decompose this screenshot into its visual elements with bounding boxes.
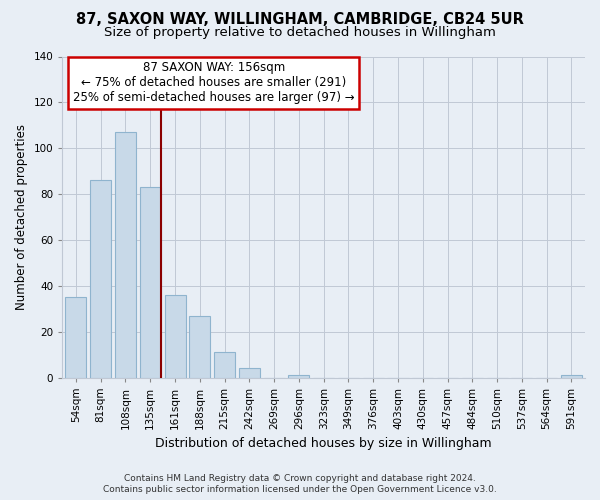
- Bar: [90, 180, 111, 378]
- Bar: [115, 132, 136, 378]
- Text: 87 SAXON WAY: 156sqm
← 75% of detached houses are smaller (291)
25% of semi-deta: 87 SAXON WAY: 156sqm ← 75% of detached h…: [73, 62, 355, 104]
- X-axis label: Distribution of detached houses by size in Willingham: Distribution of detached houses by size …: [155, 437, 492, 450]
- Bar: [214, 352, 235, 378]
- Text: Size of property relative to detached houses in Willingham: Size of property relative to detached ho…: [104, 26, 496, 39]
- Bar: [189, 316, 211, 378]
- Bar: [140, 187, 161, 378]
- Bar: [65, 298, 86, 378]
- Bar: [164, 295, 185, 378]
- Bar: [561, 375, 582, 378]
- Bar: [289, 375, 310, 378]
- Text: Contains HM Land Registry data © Crown copyright and database right 2024.
Contai: Contains HM Land Registry data © Crown c…: [103, 474, 497, 494]
- Text: 87, SAXON WAY, WILLINGHAM, CAMBRIDGE, CB24 5UR: 87, SAXON WAY, WILLINGHAM, CAMBRIDGE, CB…: [76, 12, 524, 28]
- Y-axis label: Number of detached properties: Number of detached properties: [15, 124, 28, 310]
- Bar: [239, 368, 260, 378]
